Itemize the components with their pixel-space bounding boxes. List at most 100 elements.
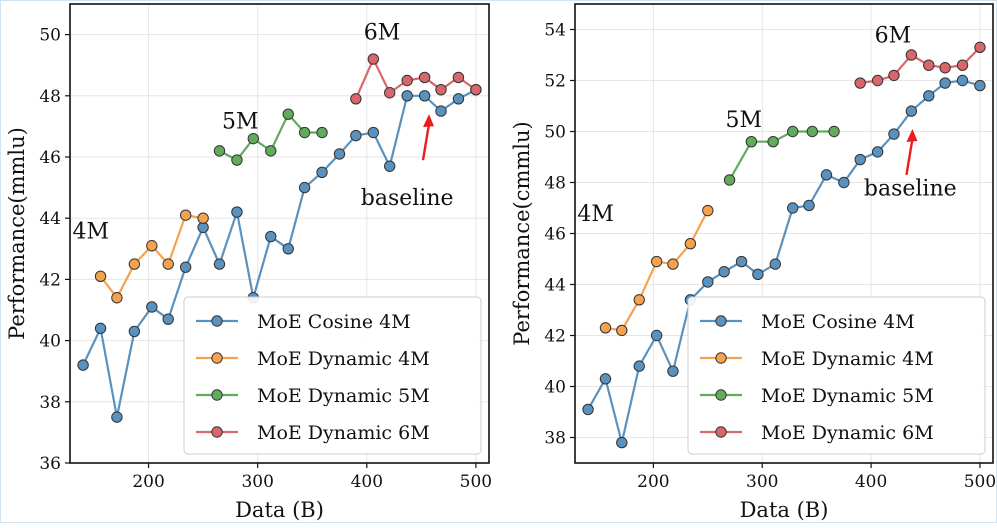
data-point [179, 261, 192, 273]
data-point [667, 365, 679, 377]
data-point [871, 146, 884, 158]
data-point [94, 270, 107, 283]
data-point [146, 240, 158, 252]
y-tick-label: 44 [39, 209, 61, 229]
y-tick-label: 48 [39, 87, 61, 107]
y-axis-label: Performance(mmlu) [5, 127, 29, 340]
annotation-label: baseline [864, 177, 957, 202]
data-point [298, 181, 311, 194]
y-tick-label: 42 [39, 270, 61, 290]
y-tick-label: 38 [544, 429, 566, 449]
data-point [616, 436, 628, 449]
data-point [401, 74, 413, 87]
data-point [939, 62, 951, 74]
data-point [787, 125, 799, 138]
annotation-label: 5M [222, 109, 259, 134]
x-tick-label: 500 [460, 472, 492, 492]
series-moe-dynamic-6m [854, 41, 986, 89]
series-moe-dynamic-4m [94, 209, 209, 304]
data-point [838, 176, 850, 189]
legend-marker [715, 389, 727, 401]
data-point [231, 206, 243, 218]
data-point [213, 145, 226, 157]
annotation-label: baseline [361, 186, 454, 211]
data-point [667, 258, 679, 270]
data-point [806, 125, 819, 138]
legend-label: MoE Dynamic 5M [257, 385, 430, 407]
series-line [99, 213, 204, 300]
data-point [94, 322, 107, 335]
legend-marker [211, 426, 223, 438]
data-point [888, 128, 900, 140]
data-point [633, 294, 645, 306]
x-tick-label: 500 [964, 472, 996, 492]
data-point [128, 258, 141, 270]
data-point [650, 255, 663, 268]
x-axis-label: Data (B) [740, 498, 829, 522]
data-point [905, 105, 918, 117]
data-point [752, 268, 764, 280]
data-point [599, 322, 612, 334]
legend-label: MoE Dynamic 6M [257, 422, 430, 444]
data-point [820, 169, 833, 181]
data-point [582, 403, 594, 416]
legend-box [687, 296, 986, 455]
data-point [923, 59, 935, 71]
legend-box [183, 296, 482, 455]
data-point [702, 276, 714, 288]
data-point [401, 90, 413, 102]
data-point [470, 83, 482, 96]
data-point [435, 83, 447, 96]
data-point [956, 74, 969, 87]
plot-frame [69, 3, 490, 464]
data-point [939, 77, 951, 89]
data-point [213, 258, 226, 270]
data-point [828, 125, 840, 138]
data-point [633, 360, 645, 372]
legend: MoE Cosine 4M MoE Dynamic 4M MoE Dynamic 5… [183, 296, 482, 455]
data-point [367, 126, 380, 139]
data-point [265, 230, 277, 243]
data-point [767, 136, 779, 148]
legend-marker [211, 352, 223, 364]
data-point [871, 74, 884, 87]
legend-label: MoE Dynamic 5M [761, 385, 934, 407]
data-point [316, 166, 328, 179]
x-tick-label: 200 [637, 472, 669, 492]
y-tick-label: 54 [544, 21, 566, 41]
baseline-arrow [905, 138, 914, 176]
x-axis-label: Data (B) [235, 498, 324, 522]
data-point [599, 373, 612, 385]
series-line [728, 130, 835, 181]
data-point [854, 77, 866, 89]
data-point [162, 313, 174, 325]
data-point [179, 209, 192, 221]
x-tick-label: 300 [241, 472, 273, 492]
data-point [282, 243, 294, 255]
data-point [803, 199, 815, 212]
data-point [888, 69, 900, 82]
data-point [974, 41, 986, 54]
y-tick-label: 48 [544, 174, 566, 194]
legend-label: MoE Dynamic 4M [761, 348, 934, 370]
series-moe-dynamic-4m [599, 204, 714, 337]
data-point [231, 154, 243, 166]
data-point [650, 329, 663, 342]
data-point [384, 87, 396, 99]
data-point [854, 153, 866, 166]
data-point [452, 71, 465, 84]
y-tick-label: 42 [544, 327, 566, 347]
data-point [247, 132, 260, 145]
arrow-head [422, 114, 434, 128]
data-point [723, 174, 736, 186]
series-moe-dynamic-6m [350, 53, 482, 105]
legend-label: MoE Dynamic 4M [257, 348, 430, 370]
y-tick-label: 50 [39, 26, 61, 46]
annotation-label: 5M [725, 108, 762, 133]
x-tick-label: 400 [351, 472, 383, 492]
data-point [265, 145, 277, 157]
data-point [316, 126, 328, 139]
data-point [197, 212, 209, 224]
